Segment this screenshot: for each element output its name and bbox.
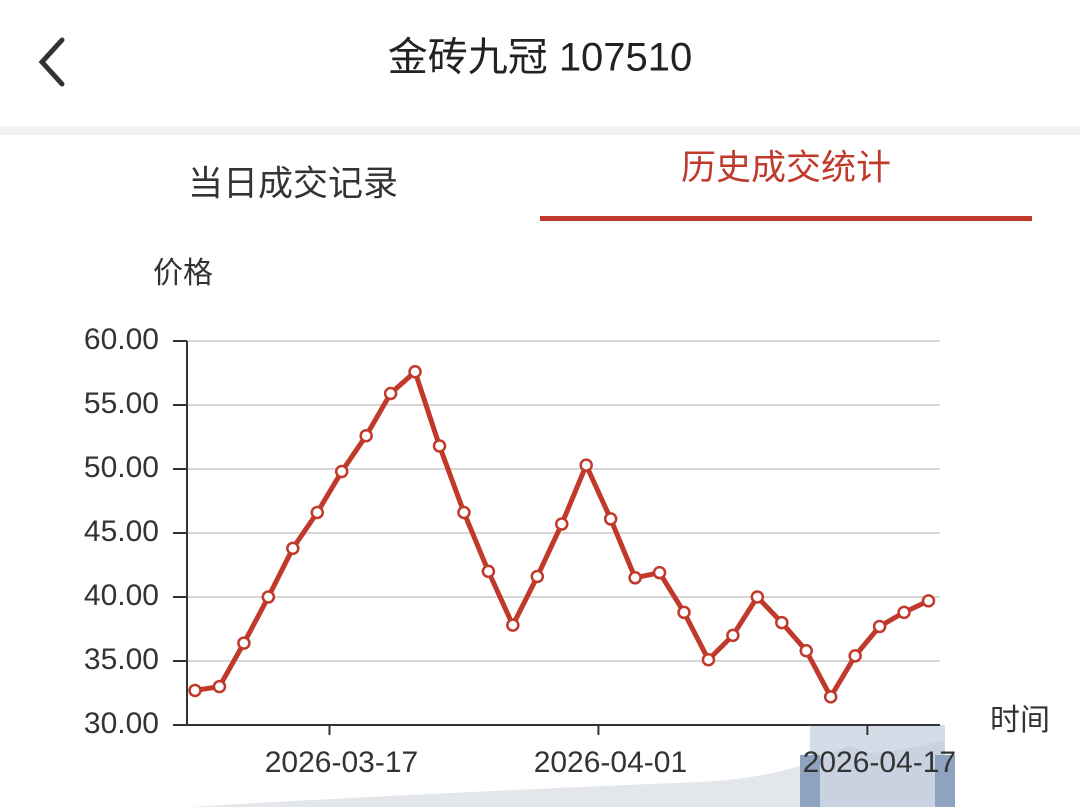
point (212, 679, 227, 694)
y-tick-label: 60.00 (84, 323, 159, 356)
point (775, 615, 789, 630)
y-tick-label: 55.00 (84, 387, 159, 420)
y-tick-label: 45.00 (84, 515, 159, 548)
point (872, 619, 887, 634)
point (579, 458, 593, 472)
point (897, 605, 911, 620)
x-axis-label: 时间 (990, 704, 1050, 737)
zoom-window[interactable] (810, 725, 945, 807)
y-tick-label: 40.00 (84, 579, 159, 612)
point (432, 439, 447, 453)
y-tick-label: 30.00 (84, 707, 159, 740)
point (286, 541, 300, 556)
page-title: 金砖九冠 107510 (388, 36, 693, 80)
x-tick-label: 2026-04-01 (534, 746, 687, 779)
tab-underline (540, 216, 1032, 221)
point (334, 464, 349, 479)
point (603, 512, 618, 526)
point (848, 649, 862, 663)
back-button[interactable] (38, 37, 65, 87)
zoom-handle[interactable] (800, 755, 820, 807)
point (530, 569, 545, 584)
zoom-preview (190, 740, 945, 807)
point (457, 505, 471, 520)
x-tick-label: 2026-03-17 (265, 746, 418, 779)
y-tick-label: 35.00 (84, 643, 159, 676)
zoom-handle[interactable] (935, 755, 955, 807)
point (408, 364, 422, 379)
point (188, 683, 202, 698)
data-zoom[interactable] (190, 725, 955, 807)
separator (0, 126, 1080, 135)
point (628, 571, 642, 585)
point (481, 564, 496, 579)
point (383, 386, 398, 401)
point (677, 605, 691, 620)
tab-active[interactable]: 历史成交统计 (681, 148, 891, 187)
point (701, 652, 716, 667)
x-tick-label: 2026-04-17 (803, 746, 956, 779)
point (921, 594, 936, 608)
point (726, 628, 740, 643)
point (359, 428, 373, 443)
point (506, 618, 520, 632)
tab[interactable]: 当日成交记录 (188, 164, 398, 203)
point (237, 636, 251, 650)
point (652, 565, 667, 580)
point (310, 505, 324, 520)
point (555, 517, 569, 531)
point (799, 644, 813, 658)
line (194, 369, 930, 700)
y-axis-label: 价格 (153, 257, 213, 290)
point (750, 590, 765, 604)
point (823, 690, 838, 704)
point (261, 590, 276, 604)
y-tick-label: 50.00 (84, 451, 159, 484)
